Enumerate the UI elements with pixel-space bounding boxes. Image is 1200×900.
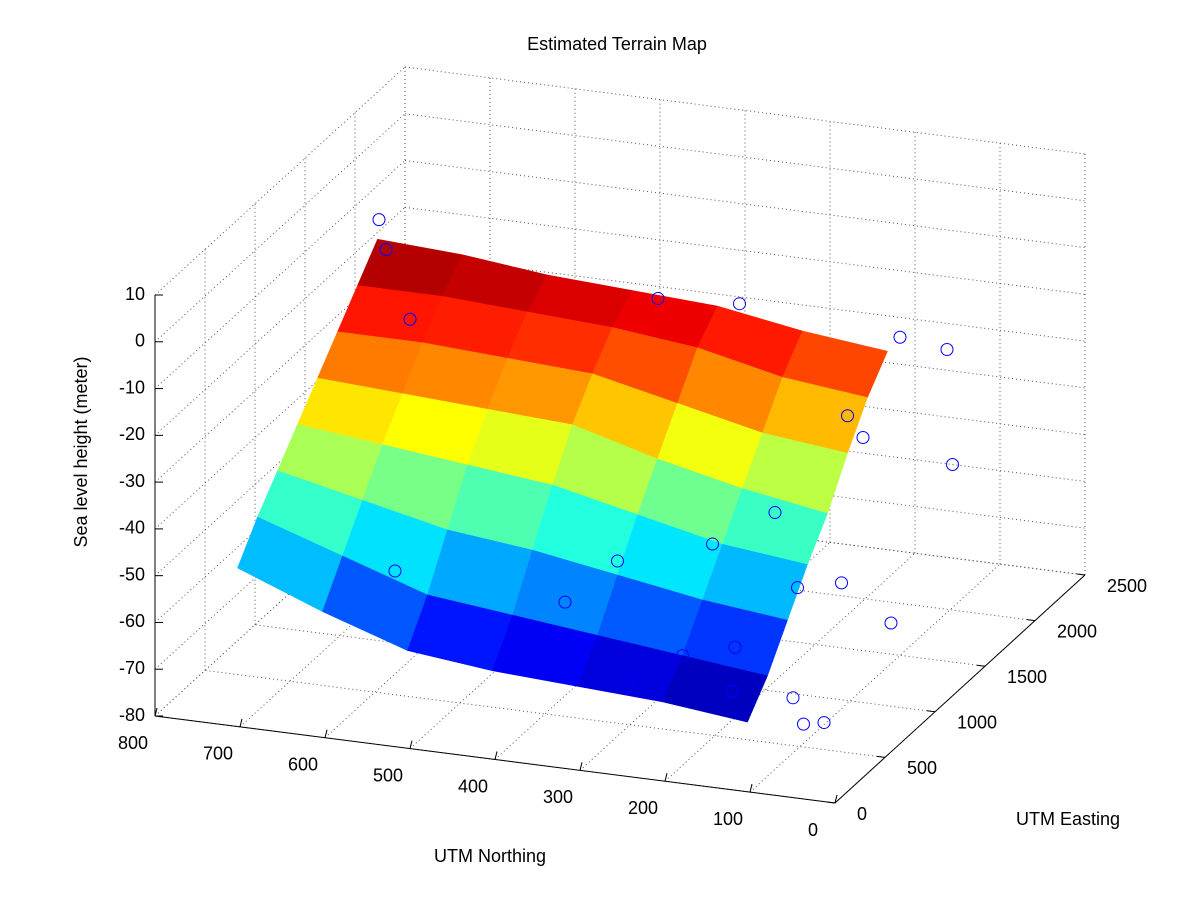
y-tick [876,755,886,758]
y-tick [1026,619,1036,622]
grid-line [154,300,406,530]
z-tick-label: -70 [119,658,145,678]
data-point [768,506,782,520]
z-tick-label: -20 [119,424,145,444]
grid-line [664,552,916,782]
z-tick-label: -10 [119,377,145,397]
x-tick-label: 0 [808,820,818,840]
z-axis-label: Sea level height (meter) [71,356,91,547]
data-point [623,671,637,685]
grid-line [154,206,406,436]
z-tick-label: -80 [119,705,145,725]
surface-patch [662,655,768,723]
data-point [841,409,854,423]
data-point [786,691,800,705]
z-tick-label: -30 [119,471,145,491]
data-point [706,537,719,551]
grid-line [749,563,1001,793]
y-tick [926,710,936,713]
data-point [893,330,907,344]
data-point [733,297,746,311]
x-tick-label: 100 [713,809,743,829]
grid-line [324,509,576,739]
x-tick [154,707,158,717]
grid-line [154,394,406,623]
x-tick [834,794,838,804]
x-axis-label: UTM Northing [434,846,546,866]
y-tick-label: 500 [907,758,937,778]
x-tick-label: 200 [628,798,658,818]
z-tick-label: 10 [125,284,145,304]
z-tick-label: -40 [119,518,145,538]
x-tick [579,762,583,771]
y-tick [976,664,986,667]
data-point [835,576,848,590]
y-axis [834,574,1086,804]
y-tick [1076,573,1086,576]
data-point [403,312,417,326]
grid-line [154,253,406,483]
x-tick [409,740,413,749]
x-tick [749,784,753,793]
grid-line [154,113,406,343]
y-tick-label: 2500 [1107,576,1147,596]
data-point [379,243,393,257]
data-point [651,291,665,305]
x-tick [664,773,668,782]
grid-line [239,498,491,728]
data-point [558,595,572,609]
z-tick-label: 0 [135,331,145,351]
y-tick-label: 0 [857,804,867,824]
x-tick [239,718,243,727]
y-tick [826,801,836,804]
data-point [940,342,954,356]
data-point [611,554,624,568]
x-tick-label: 400 [458,776,488,796]
x-tick-label: 800 [118,733,148,753]
x-tick [324,729,328,738]
data-point [728,640,742,654]
y-tick-label: 2000 [1057,621,1097,641]
y-axis-label: UTM Easting [1016,809,1120,829]
data-point [372,213,386,227]
grid-line [154,487,406,717]
x-tick-label: 500 [373,765,403,785]
grid-line [579,542,831,771]
data-point [856,431,870,445]
data-point [791,581,804,595]
grid-line [154,160,406,389]
data-point [817,716,831,730]
x-tick-label: 600 [288,755,318,775]
y-tick-label: 1000 [957,713,997,733]
data-point [797,717,810,731]
data-point [388,564,402,578]
grid-line [494,531,746,760]
data-point [676,649,689,663]
x-tick [494,751,498,760]
chart-title: Estimated Terrain Map [527,34,707,54]
data-point [884,616,898,630]
grid-line [154,66,406,296]
z-tick-label: -50 [119,564,145,584]
data-point [725,684,739,698]
x-tick-label: 300 [543,787,573,807]
x-tick-label: 700 [203,744,233,764]
grid-line [154,347,406,577]
data-point [946,458,959,472]
z-tick-label: -60 [119,611,145,631]
grid-line [154,440,406,670]
grid-line [409,520,661,749]
y-tick-label: 1500 [1007,667,1047,687]
